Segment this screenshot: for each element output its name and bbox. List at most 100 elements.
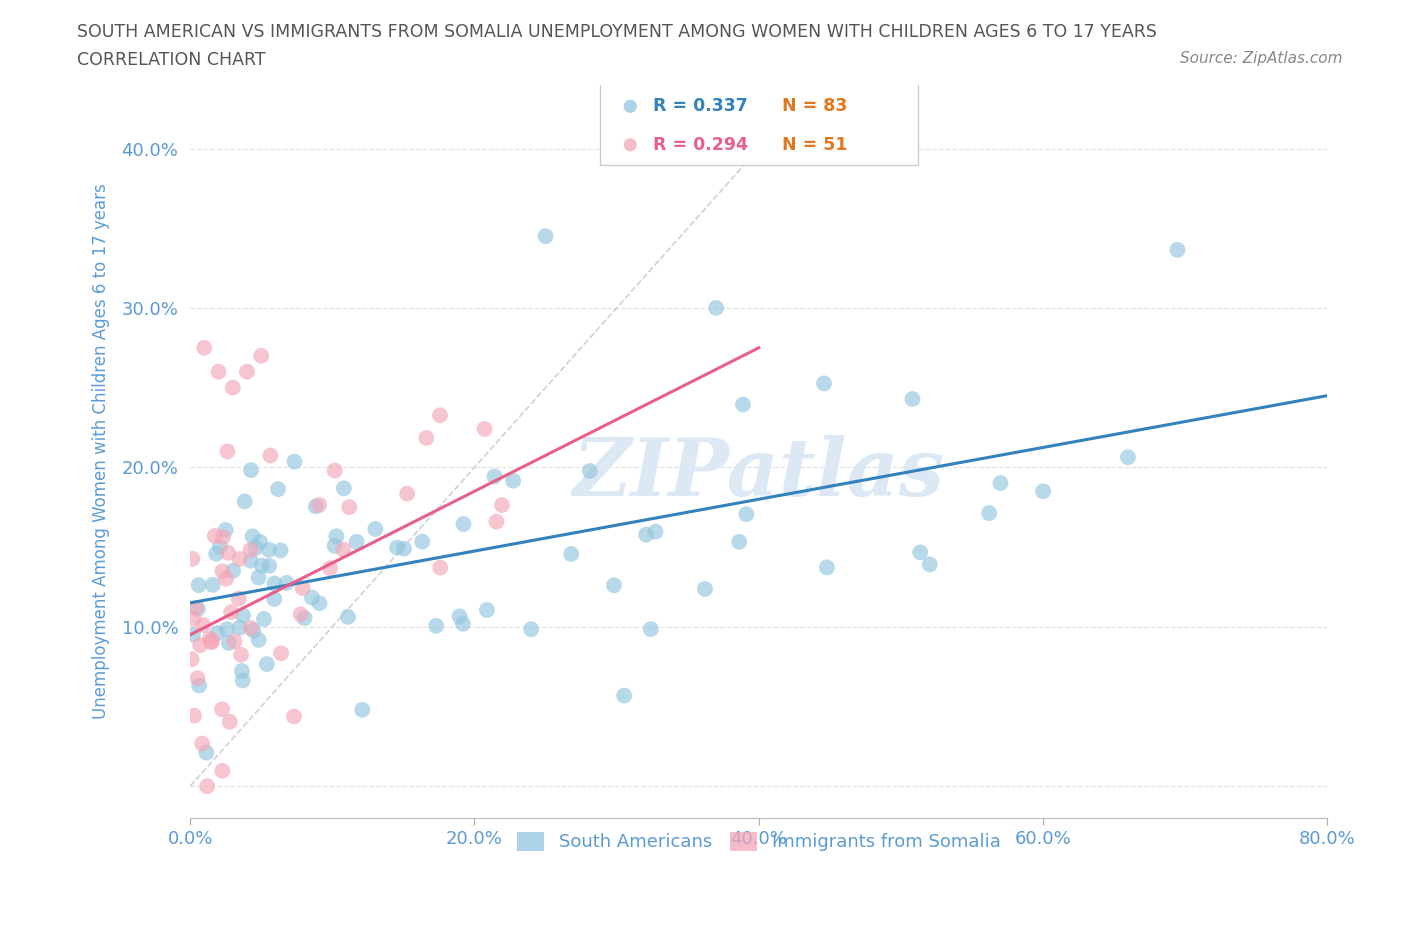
Point: [186, 671, 208, 685]
Text: N = 83: N = 83: [782, 98, 846, 115]
Point: [236, 365, 259, 379]
Point: [603, 578, 626, 592]
Point: [205, 546, 228, 561]
Point: [332, 542, 354, 557]
Point: [276, 576, 298, 591]
Point: [188, 678, 211, 693]
Point: [813, 376, 835, 391]
Point: [224, 634, 246, 649]
Point: [308, 498, 330, 512]
Point: [485, 514, 508, 529]
Text: N = 51: N = 51: [782, 136, 846, 153]
Point: [219, 604, 242, 619]
Point: [613, 688, 636, 703]
Point: [211, 702, 233, 717]
FancyBboxPatch shape: [599, 81, 918, 166]
Point: [325, 529, 347, 544]
Point: [233, 494, 256, 509]
Point: [636, 527, 658, 542]
Point: [425, 618, 447, 633]
Text: R = 0.337: R = 0.337: [652, 98, 748, 115]
Point: [207, 365, 229, 379]
Point: [1166, 243, 1188, 258]
Point: [187, 578, 209, 592]
Point: [484, 469, 506, 484]
Point: [207, 626, 229, 641]
Point: [239, 620, 262, 635]
Point: [239, 542, 262, 557]
Point: [181, 551, 204, 566]
Point: [415, 431, 437, 445]
Point: [491, 498, 513, 512]
Point: [247, 632, 270, 647]
Point: [208, 539, 231, 554]
Point: [396, 486, 419, 501]
Point: [731, 397, 754, 412]
Text: Source: ZipAtlas.com: Source: ZipAtlas.com: [1180, 51, 1343, 66]
Point: [232, 673, 254, 688]
Point: [283, 454, 305, 469]
Point: [263, 591, 285, 606]
Point: [475, 603, 498, 618]
Point: [228, 551, 250, 566]
Point: [290, 607, 312, 622]
Point: [217, 444, 239, 458]
Point: [305, 498, 328, 513]
Point: [728, 535, 751, 550]
Point: [195, 745, 218, 760]
Y-axis label: Unemployment Among Women with Children Ages 6 to 17 years: Unemployment Among Women with Children A…: [93, 183, 110, 719]
Point: [198, 631, 221, 646]
Point: [910, 545, 932, 560]
Point: [187, 602, 209, 617]
Point: [228, 620, 250, 635]
Point: [411, 534, 433, 549]
Point: [211, 764, 233, 778]
Point: [231, 664, 253, 679]
Point: [560, 547, 582, 562]
Point: [183, 611, 205, 626]
Text: ZIPatlas: ZIPatlas: [572, 434, 945, 512]
Point: [449, 609, 471, 624]
Point: [204, 528, 226, 543]
Text: SOUTH AMERICAN VS IMMIGRANTS FROM SOMALIA UNEMPLOYMENT AMONG WOMEN WITH CHILDREN: SOUTH AMERICAN VS IMMIGRANTS FROM SOMALI…: [77, 23, 1157, 41]
Point: [242, 623, 264, 638]
Point: [283, 709, 305, 724]
Point: [242, 529, 264, 544]
Point: [429, 560, 451, 575]
Point: [301, 590, 323, 604]
Point: [218, 714, 240, 729]
Point: [1116, 450, 1139, 465]
Point: [308, 596, 330, 611]
Point: [453, 517, 475, 532]
Point: [294, 611, 316, 626]
Point: [257, 542, 280, 557]
Point: [336, 609, 359, 624]
Point: [222, 564, 245, 578]
Point: [215, 622, 238, 637]
Point: [270, 645, 292, 660]
Point: [815, 560, 838, 575]
Point: [1032, 484, 1054, 498]
Point: [319, 561, 342, 576]
Point: [502, 473, 524, 488]
Point: [534, 229, 557, 244]
Point: [578, 463, 600, 478]
Point: [352, 702, 374, 717]
Point: [188, 638, 211, 653]
Point: [232, 608, 254, 623]
Point: [333, 481, 356, 496]
Point: [704, 300, 727, 315]
Point: [229, 647, 252, 662]
Point: [901, 392, 924, 406]
Point: [181, 628, 204, 643]
Point: [250, 349, 273, 364]
Point: [259, 448, 281, 463]
Point: [215, 571, 238, 586]
Point: [249, 535, 271, 550]
Point: [918, 557, 941, 572]
Point: [217, 545, 239, 560]
Point: [337, 499, 360, 514]
Point: [228, 591, 250, 606]
Point: [184, 601, 207, 616]
Text: R = 0.294: R = 0.294: [652, 136, 748, 153]
